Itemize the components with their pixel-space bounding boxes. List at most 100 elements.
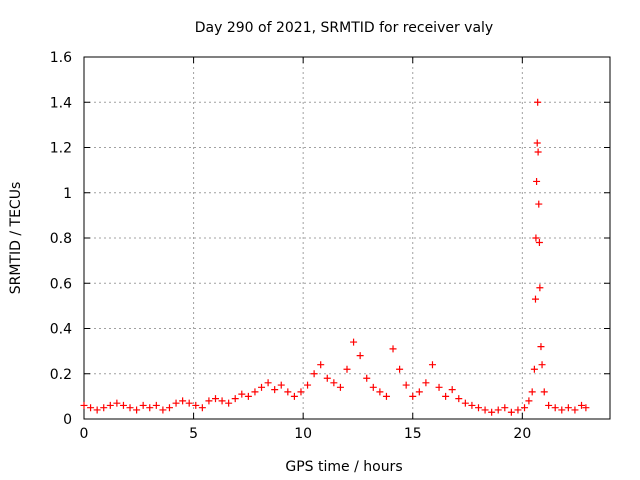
y-tick-label: 0.4 bbox=[50, 322, 72, 338]
data-point bbox=[525, 397, 533, 405]
data-point bbox=[159, 406, 167, 414]
data-point bbox=[558, 406, 566, 414]
data-point bbox=[264, 379, 272, 387]
data-point bbox=[336, 383, 344, 391]
data-point bbox=[113, 399, 121, 407]
y-tick-label: 1.4 bbox=[50, 95, 72, 111]
data-point bbox=[481, 406, 489, 414]
data-point bbox=[507, 408, 515, 416]
data-point bbox=[468, 401, 476, 409]
axis-ticks: 0 5 10 15 20 0 0.2 0.4 0.6 0.8 1 1.2 1.4 1.6 bbox=[50, 50, 610, 442]
plot-frame bbox=[83, 56, 611, 420]
data-point bbox=[488, 408, 496, 416]
series-srmtid bbox=[80, 98, 590, 416]
data-point bbox=[530, 365, 538, 373]
data-point bbox=[152, 401, 160, 409]
data-point bbox=[564, 404, 572, 412]
data-point bbox=[277, 381, 285, 389]
data-point bbox=[531, 295, 539, 303]
data-point bbox=[133, 406, 141, 414]
data-point bbox=[80, 401, 88, 409]
data-point bbox=[119, 401, 127, 409]
data-point bbox=[185, 399, 193, 407]
y-tick-label: 0.6 bbox=[50, 276, 72, 292]
data-point bbox=[356, 352, 364, 360]
data-point bbox=[571, 406, 579, 414]
x-tick-label: 10 bbox=[294, 426, 312, 442]
data-point bbox=[428, 361, 436, 369]
data-point bbox=[540, 388, 548, 396]
data-point bbox=[139, 401, 147, 409]
data-point bbox=[258, 383, 266, 391]
data-point bbox=[244, 392, 252, 400]
data-point bbox=[415, 388, 423, 396]
data-point bbox=[582, 404, 590, 412]
data-point bbox=[537, 343, 545, 351]
data-point bbox=[578, 401, 586, 409]
data-point bbox=[106, 401, 114, 409]
data-point bbox=[192, 401, 200, 409]
x-tick-label: 5 bbox=[189, 426, 198, 442]
data-point bbox=[535, 200, 543, 208]
data-point bbox=[330, 379, 338, 387]
data-point bbox=[100, 404, 108, 412]
x-axis-label: GPS time / hours bbox=[285, 459, 402, 475]
data-point bbox=[422, 379, 430, 387]
data-point bbox=[212, 395, 219, 403]
data-point bbox=[271, 386, 279, 394]
data-point bbox=[126, 404, 134, 412]
data-point bbox=[536, 284, 544, 292]
data-point bbox=[396, 365, 404, 373]
data-point bbox=[455, 395, 463, 403]
y-tick-label: 0.2 bbox=[50, 367, 72, 383]
data-point bbox=[304, 381, 312, 389]
data-point bbox=[218, 397, 226, 405]
data-point bbox=[297, 388, 305, 396]
grid bbox=[84, 57, 610, 419]
data-point bbox=[535, 239, 543, 247]
data-point bbox=[514, 406, 522, 414]
data-point bbox=[402, 381, 410, 389]
data-point bbox=[87, 404, 95, 412]
data-point bbox=[198, 404, 206, 412]
data-point bbox=[251, 388, 259, 396]
x-tick-label: 20 bbox=[513, 426, 531, 442]
data-point bbox=[389, 345, 397, 353]
data-point bbox=[533, 139, 541, 147]
data-point bbox=[231, 395, 239, 403]
data-point bbox=[533, 177, 541, 185]
data-point bbox=[310, 370, 318, 378]
data-point bbox=[323, 374, 331, 382]
y-axis-label: SRMTID / TECUs bbox=[8, 182, 24, 295]
data-point bbox=[534, 148, 542, 156]
data-point bbox=[363, 374, 371, 382]
data-point bbox=[409, 392, 417, 400]
data-point bbox=[93, 406, 101, 414]
data-point bbox=[551, 404, 559, 412]
data-point bbox=[461, 399, 469, 407]
data-point bbox=[205, 397, 213, 405]
y-tick-label: 1.6 bbox=[50, 50, 72, 66]
data-point bbox=[343, 365, 351, 373]
data-point bbox=[317, 361, 325, 369]
data-point bbox=[146, 404, 154, 412]
y-tick-label: 1 bbox=[63, 186, 72, 202]
data-point bbox=[532, 234, 540, 242]
chart-title: Day 290 of 2021, SRMTID for receiver val… bbox=[195, 20, 493, 36]
data-point bbox=[165, 404, 173, 412]
data-point bbox=[382, 392, 390, 400]
x-tick-label: 15 bbox=[404, 426, 422, 442]
data-point bbox=[475, 404, 482, 412]
data-point bbox=[528, 388, 536, 396]
data-point bbox=[172, 399, 180, 407]
data-point bbox=[284, 388, 292, 396]
data-point bbox=[290, 392, 298, 400]
data-point bbox=[369, 383, 377, 391]
data-point bbox=[545, 401, 553, 409]
data-point bbox=[501, 404, 509, 412]
data-point bbox=[376, 388, 384, 396]
data-point bbox=[448, 386, 456, 394]
data-point bbox=[238, 390, 246, 398]
